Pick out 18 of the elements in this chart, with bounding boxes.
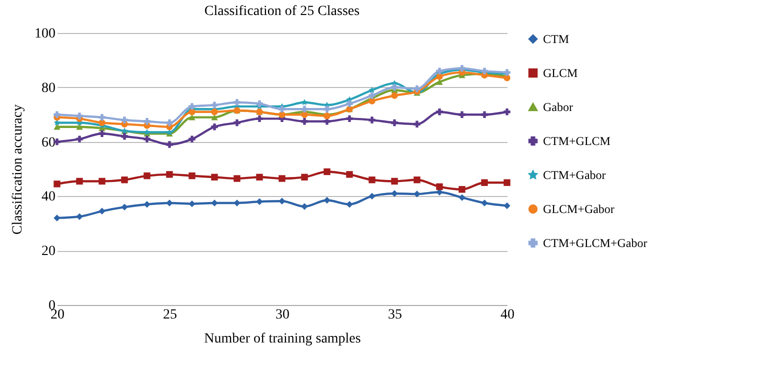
legend-label: Gabor xyxy=(543,100,573,114)
legend-label: CTM+Gabor xyxy=(543,168,606,182)
y-tick-label: 80 xyxy=(42,80,56,96)
x-axis-title: Number of training samples xyxy=(204,332,361,346)
x-tick-label: 25 xyxy=(163,308,177,322)
legend-label: GLCM+Gabor xyxy=(543,202,614,216)
legend-label: CTM xyxy=(543,32,570,46)
legend-label: CTM+GLCM xyxy=(543,134,611,148)
x-tick-label: 35 xyxy=(388,308,402,322)
chart-title: Classification of 25 Classes xyxy=(204,4,360,19)
x-tick-label: 40 xyxy=(500,308,514,322)
legend-label: CTM+GLCM+Gabor xyxy=(543,236,648,250)
x-tick-label: 30 xyxy=(276,308,290,322)
y-tick-label: 100 xyxy=(34,26,56,42)
legend-label: GLCM xyxy=(543,66,578,80)
y-tick-label: 20 xyxy=(42,244,56,260)
y-axis-title: Classification accuracy xyxy=(10,104,26,235)
y-tick-label: 40 xyxy=(42,190,56,205)
